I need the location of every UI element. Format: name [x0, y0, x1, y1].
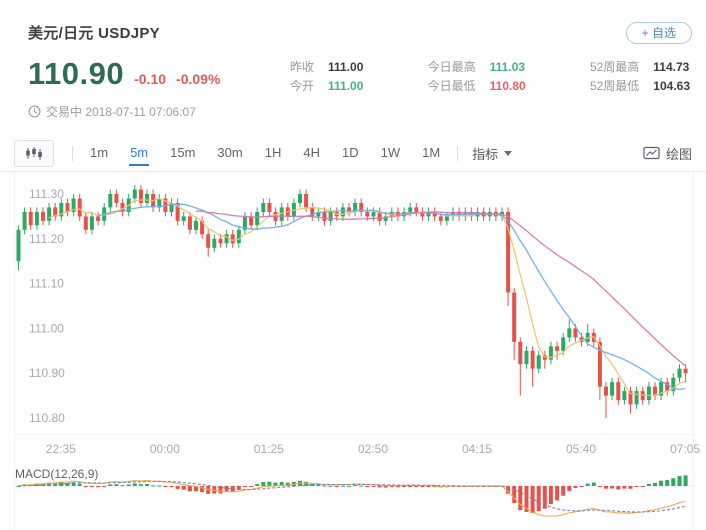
x-axis-label: 01:25 [253, 442, 284, 456]
price-change: -0.10 [134, 71, 167, 87]
tab-1D[interactable]: 1D [341, 145, 359, 160]
stat-item: 今开 111.00 [290, 78, 363, 94]
stat-label: 今日最低 [427, 79, 476, 93]
chart-area: 111.30 111.20 111.10 111.00 110.90 110.80 22:… [14, 170, 700, 530]
candlestick-icon [26, 146, 42, 160]
macd-chart[interactable] [15, 471, 693, 530]
draw-label: 绘图 [665, 146, 692, 162]
indicator-label: 指标 [472, 146, 499, 162]
ma-line-mid [97, 203, 686, 391]
tab-5m[interactable]: 5m [119, 135, 159, 171]
stat-label: 52周最高 [589, 60, 640, 74]
stat-value: 110.80 [489, 79, 526, 93]
x-axis-label: 00:00 [149, 442, 180, 456]
stat-item: 今日最高 111.03 [428, 59, 526, 75]
stat-column: 今日最高 111.03 今日最低 110.80 [428, 59, 526, 94]
y-axis-label: 111.30 [29, 187, 64, 201]
tab-15m[interactable]: 15m [170, 145, 196, 160]
draw-button[interactable]: 绘图 [643, 144, 692, 163]
tab-30m[interactable]: 30m [217, 145, 243, 160]
stat-item: 今日最低 110.80 [428, 78, 526, 94]
y-axis-label: 111.10 [29, 277, 64, 291]
indicator-dropdown[interactable]: 指标 [472, 144, 513, 163]
stat-item: 昨收 111.00 [290, 59, 363, 75]
page-title: 美元/日元 USDJPY [28, 25, 160, 42]
x-axis-label: 04:15 [461, 442, 493, 456]
add-watchlist-button[interactable]: + 自选 [625, 22, 692, 44]
stat-label: 昨收 [290, 60, 315, 74]
y-axis-label: 110.80 [29, 411, 65, 425]
ma-line-slow [195, 210, 686, 367]
y-axis-label: 110.90 [29, 366, 65, 380]
stat-label: 今开 [290, 79, 315, 93]
chart-type-button[interactable] [14, 139, 54, 167]
macd-dea-line [17, 480, 686, 513]
stat-value: 111.00 [328, 60, 364, 74]
price-change-pct: -0.09% [176, 71, 221, 87]
tab-1W[interactable]: 1W [380, 145, 401, 160]
stat-column: 52周最高 114.73 52周最低 104.63 [590, 59, 690, 94]
candles-layer [16, 185, 688, 418]
ma-line-fast [48, 197, 686, 397]
clock-icon [28, 105, 41, 118]
stat-item: 52周最高 114.73 [590, 59, 690, 75]
y-axis-label: 111.20 [29, 232, 64, 246]
tab-1M[interactable]: 1M [422, 145, 441, 160]
quote-header: 美元/日元 USDJPY + 自选 110.90 -0.10 -0.09% 昨收… [0, 0, 706, 120]
toolbar-divider [457, 145, 459, 161]
stat-value: 104.63 [653, 79, 690, 93]
x-axis-label: 02:50 [357, 442, 389, 456]
macd-panel: MACD(12,26,9) [15, 467, 693, 530]
time-axis: 22:35 00:00 01:25 02:50 04:15 05:40 07:05 [15, 434, 700, 471]
tab-4H[interactable]: 4H [303, 145, 320, 160]
stat-value: 111.03 [489, 60, 526, 74]
toolbar-divider [72, 145, 73, 161]
add-watchlist-label: + 自选 [641, 26, 676, 40]
stat-label: 52周最低 [589, 79, 640, 93]
y-axis-label: 111.00 [29, 321, 64, 335]
trading-status: 交易中 2018-07-11 07:06:07 [46, 105, 196, 119]
macd-histogram [16, 475, 688, 514]
chart-toolbar: 1m 5m 15m 30m 1H 4H 1D 1W 1M 指标 绘图 [0, 135, 706, 172]
macd-dif-line [17, 480, 686, 517]
draw-icon [643, 146, 660, 160]
stat-column: 昨收 111.00 今开 111.00 [290, 59, 363, 94]
timeframe-tabs: 1m 5m 15m 30m 1H 4H 1D 1W 1M [79, 135, 451, 171]
macd-label: MACD(12,26,9) [15, 467, 99, 481]
last-price: 110.90 [28, 56, 125, 91]
stat-value: 111.00 [328, 79, 364, 93]
chevron-down-icon [504, 150, 513, 156]
quote-stats: 昨收 111.00 今开 111.00 今日最高 111.03 今日最低 110.80 52周最… [278, 56, 692, 94]
x-axis-label: 22:35 [45, 442, 76, 456]
stat-item: 52周最低 104.63 [590, 78, 690, 94]
price-chart[interactable]: 111.30 111.20 111.10 111.00 110.90 110.80 [15, 170, 693, 434]
tab-1m[interactable]: 1m [90, 145, 109, 160]
stat-label: 今日最高 [427, 60, 476, 74]
tab-1H[interactable]: 1H [264, 145, 282, 160]
x-axis-label: 07:05 [670, 442, 701, 456]
x-axis-label: 05:40 [565, 442, 597, 456]
stat-value: 114.73 [653, 60, 690, 74]
